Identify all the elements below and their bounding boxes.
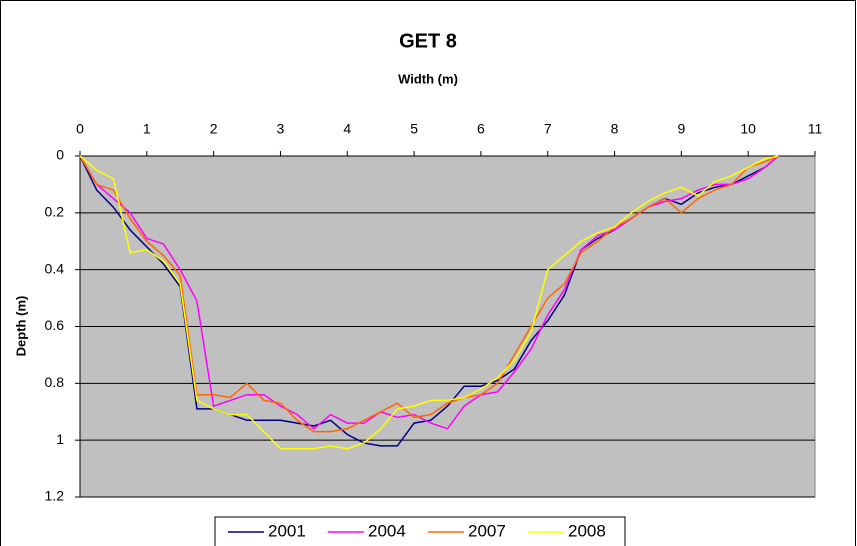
y-tick-label: 0	[56, 147, 64, 163]
x-tick-label: 7	[544, 121, 552, 137]
x-tick-label: 9	[677, 121, 685, 137]
x-tick-label: 10	[740, 121, 756, 137]
x-tick-label: 4	[343, 121, 351, 137]
x-tick-label: 0	[76, 121, 84, 137]
x-tick-label: 8	[611, 121, 619, 137]
series-line	[79, 155, 779, 450]
x-tick-label: 1	[143, 121, 151, 137]
series-line	[79, 155, 779, 430]
x-tick-label: 11	[808, 121, 823, 137]
x-tick-label: 2	[210, 121, 218, 137]
chart-title: GET 8	[399, 30, 457, 52]
y-tick-label: 0.6	[45, 317, 65, 333]
y-tick-label: 0.2	[45, 204, 65, 220]
series-line	[79, 155, 779, 433]
legend-label: 2007	[468, 521, 506, 540]
x-axis-label: Width (m)	[398, 71, 458, 86]
x-tick-label: 3	[277, 121, 285, 137]
y-tick-label: 0.8	[45, 374, 65, 390]
y-tick-label: 1.2	[45, 488, 65, 504]
legend-label: 2008	[568, 521, 606, 540]
y-axis-label: Depth (m)	[13, 296, 28, 357]
y-tick-label: 1	[56, 431, 64, 447]
legend-label: 2001	[268, 521, 306, 540]
y-tick-label: 0.4	[45, 260, 65, 276]
legend-label: 2004	[368, 521, 406, 540]
x-tick-label: 6	[477, 121, 485, 137]
x-tick-label: 5	[410, 121, 418, 137]
